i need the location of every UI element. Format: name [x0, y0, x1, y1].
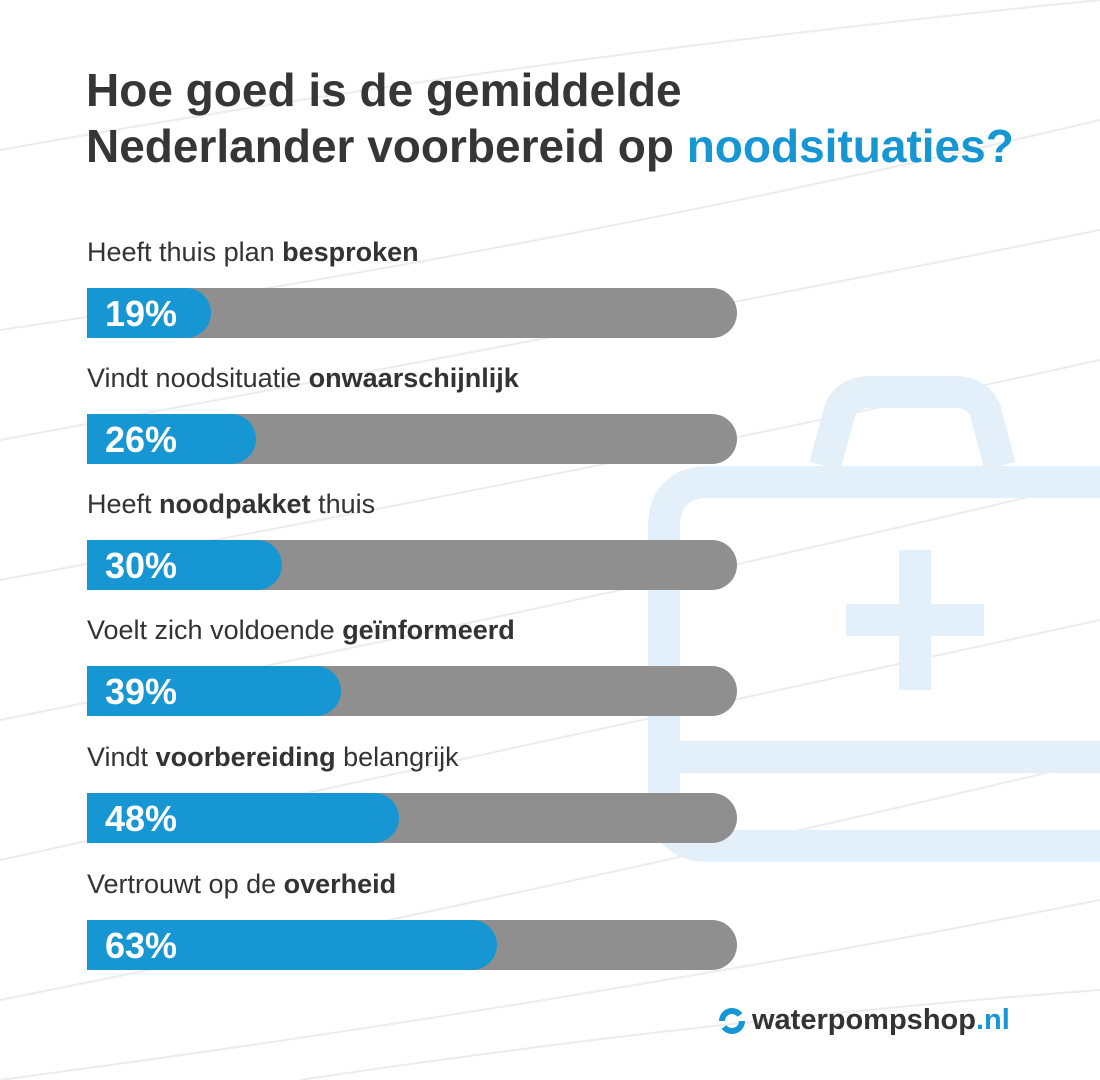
bar-value-label: 39%: [105, 671, 178, 712]
label-text: Heeft thuis plan: [87, 237, 283, 267]
label-bold: besproken: [282, 237, 419, 267]
bar-label: Vertrouwt op de overheid: [87, 868, 737, 900]
label-bold: noodpakket: [159, 489, 311, 519]
label-text: belangrijk: [335, 742, 459, 772]
bar-fill: [87, 793, 399, 843]
label-text: Vindt noodsituatie: [87, 363, 309, 393]
label-text: Voelt zich voldoende: [87, 615, 343, 645]
bar-track: 39%: [87, 666, 737, 716]
bar-label: Vindt voorbereiding belangrijk: [87, 741, 737, 773]
label-bold: onwaarschijnlijk: [308, 363, 519, 393]
bar-fill: [87, 920, 497, 970]
page-title: Hoe goed is de gemiddelde Nederlander vo…: [86, 62, 1014, 174]
bar-label: Heeft noodpakket thuis: [87, 488, 737, 520]
bar-fill: [87, 666, 341, 716]
bar-value-label: 30%: [105, 545, 178, 586]
bar-fill: [87, 288, 211, 338]
title-accent: noodsituaties?: [686, 120, 1014, 172]
label-text: Heeft: [87, 489, 160, 519]
bar-track: 19%: [87, 288, 737, 338]
bar-label: Heeft thuis plan besproken: [87, 236, 737, 268]
bar-track: 63%: [87, 920, 737, 970]
logo-name: waterpompshop: [752, 1004, 976, 1036]
bar-row: Vindt noodsituatie onwaarschijnlijk 26%: [87, 362, 737, 464]
bar-label: Vindt noodsituatie onwaarschijnlijk: [87, 362, 737, 394]
label-text: Vertrouwt op de: [87, 869, 284, 899]
title-line1: Hoe goed is de gemiddelde: [86, 64, 682, 116]
bar-track: 48%: [87, 793, 737, 843]
bar-row: Vertrouwt op de overheid 63%: [87, 868, 737, 970]
bar-row: Heeft noodpakket thuis 30%: [87, 488, 737, 590]
bar-value-label: 19%: [105, 293, 178, 334]
logo-icon: [719, 1007, 745, 1034]
bar-label: Voelt zich voldoende geïnformeerd: [87, 614, 737, 646]
bar-row: Voelt zich voldoende geïnformeerd 39%: [87, 614, 737, 716]
bar-row: Vindt voorbereiding belangrijk 48%: [87, 741, 737, 843]
label-text: Vindt: [87, 742, 156, 772]
bar-track: 30%: [87, 540, 737, 590]
bar-value-label: 26%: [105, 419, 178, 460]
bar-fill: [87, 414, 256, 464]
bar-track: 26%: [87, 414, 737, 464]
label-text: thuis: [310, 489, 376, 519]
label-bold: overheid: [283, 869, 397, 899]
logo-tld: .nl: [975, 1004, 1010, 1036]
label-bold: geïnformeerd: [342, 615, 515, 645]
logo: waterpompshop .nl: [718, 1004, 1010, 1037]
title-line2: Nederlander voorbereid op: [86, 120, 687, 172]
bar-fill: [87, 540, 282, 590]
bar-value-label: 48%: [105, 798, 178, 839]
bar-value-label: 63%: [105, 925, 178, 966]
bar-row: Heeft thuis plan besproken 19%: [87, 236, 737, 338]
first-aid-kit-icon: [648, 376, 1100, 862]
label-bold: voorbereiding: [155, 742, 336, 772]
